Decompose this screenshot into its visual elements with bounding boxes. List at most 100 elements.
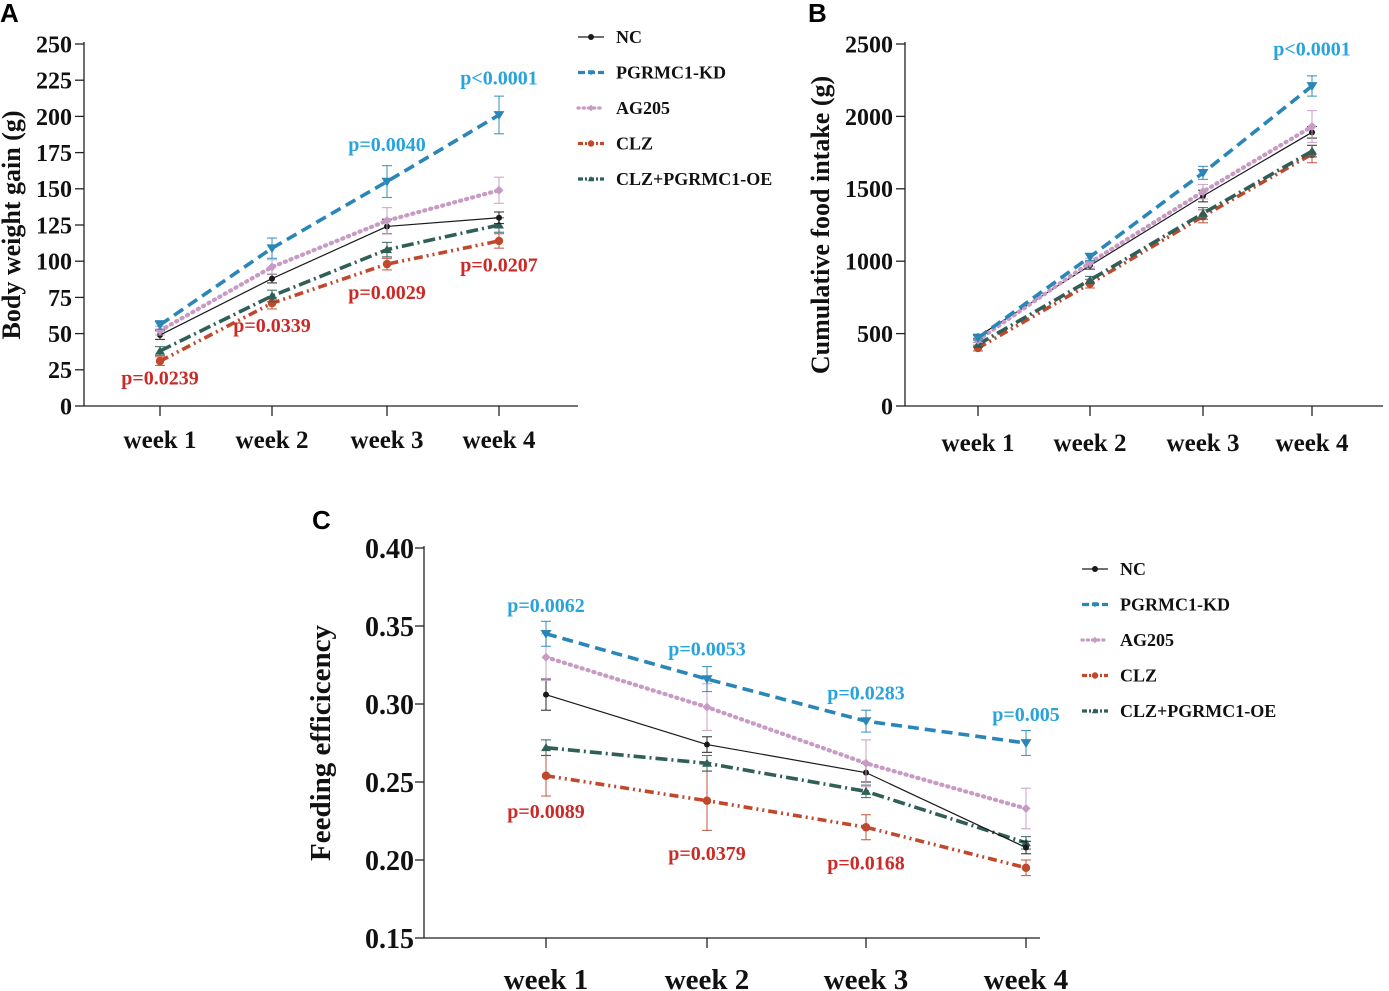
- data-point-nc: [269, 275, 275, 282]
- p-value-annotation-c: p=0.0168: [827, 852, 905, 874]
- data-point-clz: [155, 356, 165, 366]
- data-point-pgrmc1-kd: [860, 717, 872, 727]
- data-point-ag205: [267, 262, 277, 272]
- series-ag205-c: [541, 633, 1031, 830]
- y-tick-label-a: 0: [60, 394, 72, 420]
- legend-marker-clz-pgrmc1-oe: [1091, 708, 1099, 714]
- y-tick-label-a: 50: [48, 322, 72, 348]
- x-tick-label-a: week 3: [351, 427, 424, 454]
- legend-marker-ag205: [1091, 636, 1099, 644]
- series-line-pgrmc1-kd: [158, 113, 500, 327]
- p-value-annotation-a: p=0.0339: [233, 315, 311, 337]
- y-tick-label-c: 0.35: [365, 612, 414, 643]
- legend-label-clz: CLZ: [616, 134, 653, 154]
- data-point-nc: [543, 691, 549, 698]
- series-ag205-b: [973, 110, 1317, 345]
- data-point-clz-pgrmc1-oe: [494, 220, 504, 229]
- legend-label-pgrmc1-kd: PGRMC1-KD: [1120, 595, 1230, 615]
- x-tick-label-a: week 2: [236, 427, 309, 454]
- data-point-clz: [267, 298, 277, 308]
- data-point-clz-pgrmc1-oe: [1085, 275, 1095, 284]
- panel-label-b: B: [808, 0, 827, 28]
- panel-c: C 0.15 0.20 0.25 0.30 0.35 0.40 week 1 week 2 wee…: [305, 505, 1068, 991]
- data-point-pgrmc1-kd: [701, 675, 713, 684]
- series-clz-pgrmc1-oe-a: [155, 217, 504, 356]
- p-value-annotation-a: p=0.0029: [348, 282, 426, 304]
- legend-marker-clz-pgrmc1-oe: [587, 176, 595, 182]
- x-tick-label-b: week 1: [942, 430, 1015, 457]
- data-point-clz-pgrmc1-oe: [267, 291, 277, 300]
- data-point-clz-pgrmc1-oe: [382, 245, 392, 254]
- series-line-pgrmc1-kd: [976, 84, 1314, 340]
- y-axis-title-b: Cumulative food intake (g): [806, 76, 835, 374]
- y-tick-label-b: 2500: [845, 32, 893, 58]
- series-line-clz-pgrmc1-oe: [977, 149, 1313, 347]
- series-line-clz: [545, 773, 1027, 870]
- x-tick-label-a: week 4: [463, 427, 536, 454]
- legend-marker-ag205: [587, 104, 595, 112]
- series-ag205-a: [155, 176, 504, 336]
- data-point-clz: [702, 796, 712, 805]
- data-point-clz-pgrmc1-oe: [155, 346, 165, 355]
- data-point-nc: [704, 741, 710, 748]
- y-tick-label-a: 25: [48, 358, 72, 384]
- data-point-pgrmc1-kd: [1020, 739, 1032, 748]
- legend-marker-clz: [1091, 672, 1099, 679]
- data-point-pgrmc1-kd: [1084, 253, 1096, 262]
- data-point-pgrmc1-kd: [154, 321, 166, 330]
- series-line-ag205: [543, 655, 1029, 811]
- series-line-clz-pgrmc1-oe: [159, 223, 500, 353]
- data-point-ag205: [494, 185, 504, 195]
- legend-label-pgrmc1-kd: PGRMC1-KD: [616, 63, 726, 83]
- data-point-clz-pgrmc1-oe: [702, 758, 712, 767]
- y-tick-label-c: 0.30: [365, 690, 414, 721]
- legend-label-clz-pgrmc1-oe: CLZ+PGRMC1-OE: [616, 169, 772, 189]
- data-point-pgrmc1-kd: [266, 244, 278, 254]
- legend-label-ag205: AG205: [616, 98, 670, 118]
- data-point-nc: [1023, 844, 1029, 851]
- y-tick-label-b: 0: [881, 394, 893, 420]
- legend-c: NC PGRMC1-KD AG205 CLZ CLZ+PGRMC1-OE: [1080, 559, 1276, 721]
- y-tick-label-b: 1500: [845, 177, 893, 203]
- data-point-ag205: [155, 326, 165, 336]
- series-line-pgrmc1-kd: [545, 632, 1027, 745]
- series-clz-a: [155, 233, 504, 367]
- y-tick-label-a: 125: [36, 213, 72, 239]
- x-tick-label-c: week 3: [824, 964, 909, 991]
- series-line-clz-pgrmc1-oe: [545, 745, 1027, 845]
- data-point-clz: [382, 259, 392, 269]
- data-point-pgrmc1-kd: [1197, 169, 1209, 178]
- x-tick-label-b: week 3: [1167, 430, 1240, 457]
- x-tick-label-c: week 4: [984, 964, 1069, 991]
- legend-label-clz: CLZ: [1120, 666, 1157, 686]
- legend-label-nc: NC: [1120, 559, 1146, 579]
- panel-label-c: C: [312, 505, 331, 535]
- p-value-annotation-a: p<0.0001: [460, 68, 538, 90]
- data-point-clz: [494, 236, 504, 246]
- series-nc-a: [155, 211, 504, 340]
- p-value-annotation-c: p=0.0062: [507, 595, 585, 617]
- data-point-clz: [1021, 863, 1031, 872]
- p-value-annotation-c: p=0.0053: [668, 639, 746, 661]
- legend-marker-pgrmc1-kd: [1091, 602, 1099, 608]
- p-value-annotation-a: p=0.0207: [460, 254, 538, 276]
- y-axis-title-c: Feeding efficicency: [305, 625, 337, 861]
- p-value-annotation-c: p=0.0089: [507, 801, 585, 823]
- p-value-annotation-c: p=0.0379: [668, 843, 746, 865]
- data-point-pgrmc1-kd: [540, 629, 552, 639]
- series-nc-c: [541, 678, 1031, 855]
- data-point-clz: [541, 771, 551, 780]
- y-tick-label-c: 0.40: [365, 534, 414, 565]
- series-clz-pgrmc1-oe-c: [541, 739, 1031, 850]
- series-line-nc: [545, 694, 1027, 849]
- series-pgrmc1-kd-a: [154, 95, 505, 330]
- data-point-clz-pgrmc1-oe: [861, 786, 871, 795]
- p-value-annotation-a: p=0.0040: [348, 134, 426, 156]
- x-tick-label-b: week 4: [1276, 430, 1349, 457]
- data-point-nc: [496, 214, 502, 221]
- series-clz-pgrmc1-oe-b: [973, 144, 1317, 348]
- y-tick-label-a: 150: [36, 177, 72, 203]
- data-point-pgrmc1-kd: [493, 111, 505, 120]
- series-line-clz: [159, 239, 500, 363]
